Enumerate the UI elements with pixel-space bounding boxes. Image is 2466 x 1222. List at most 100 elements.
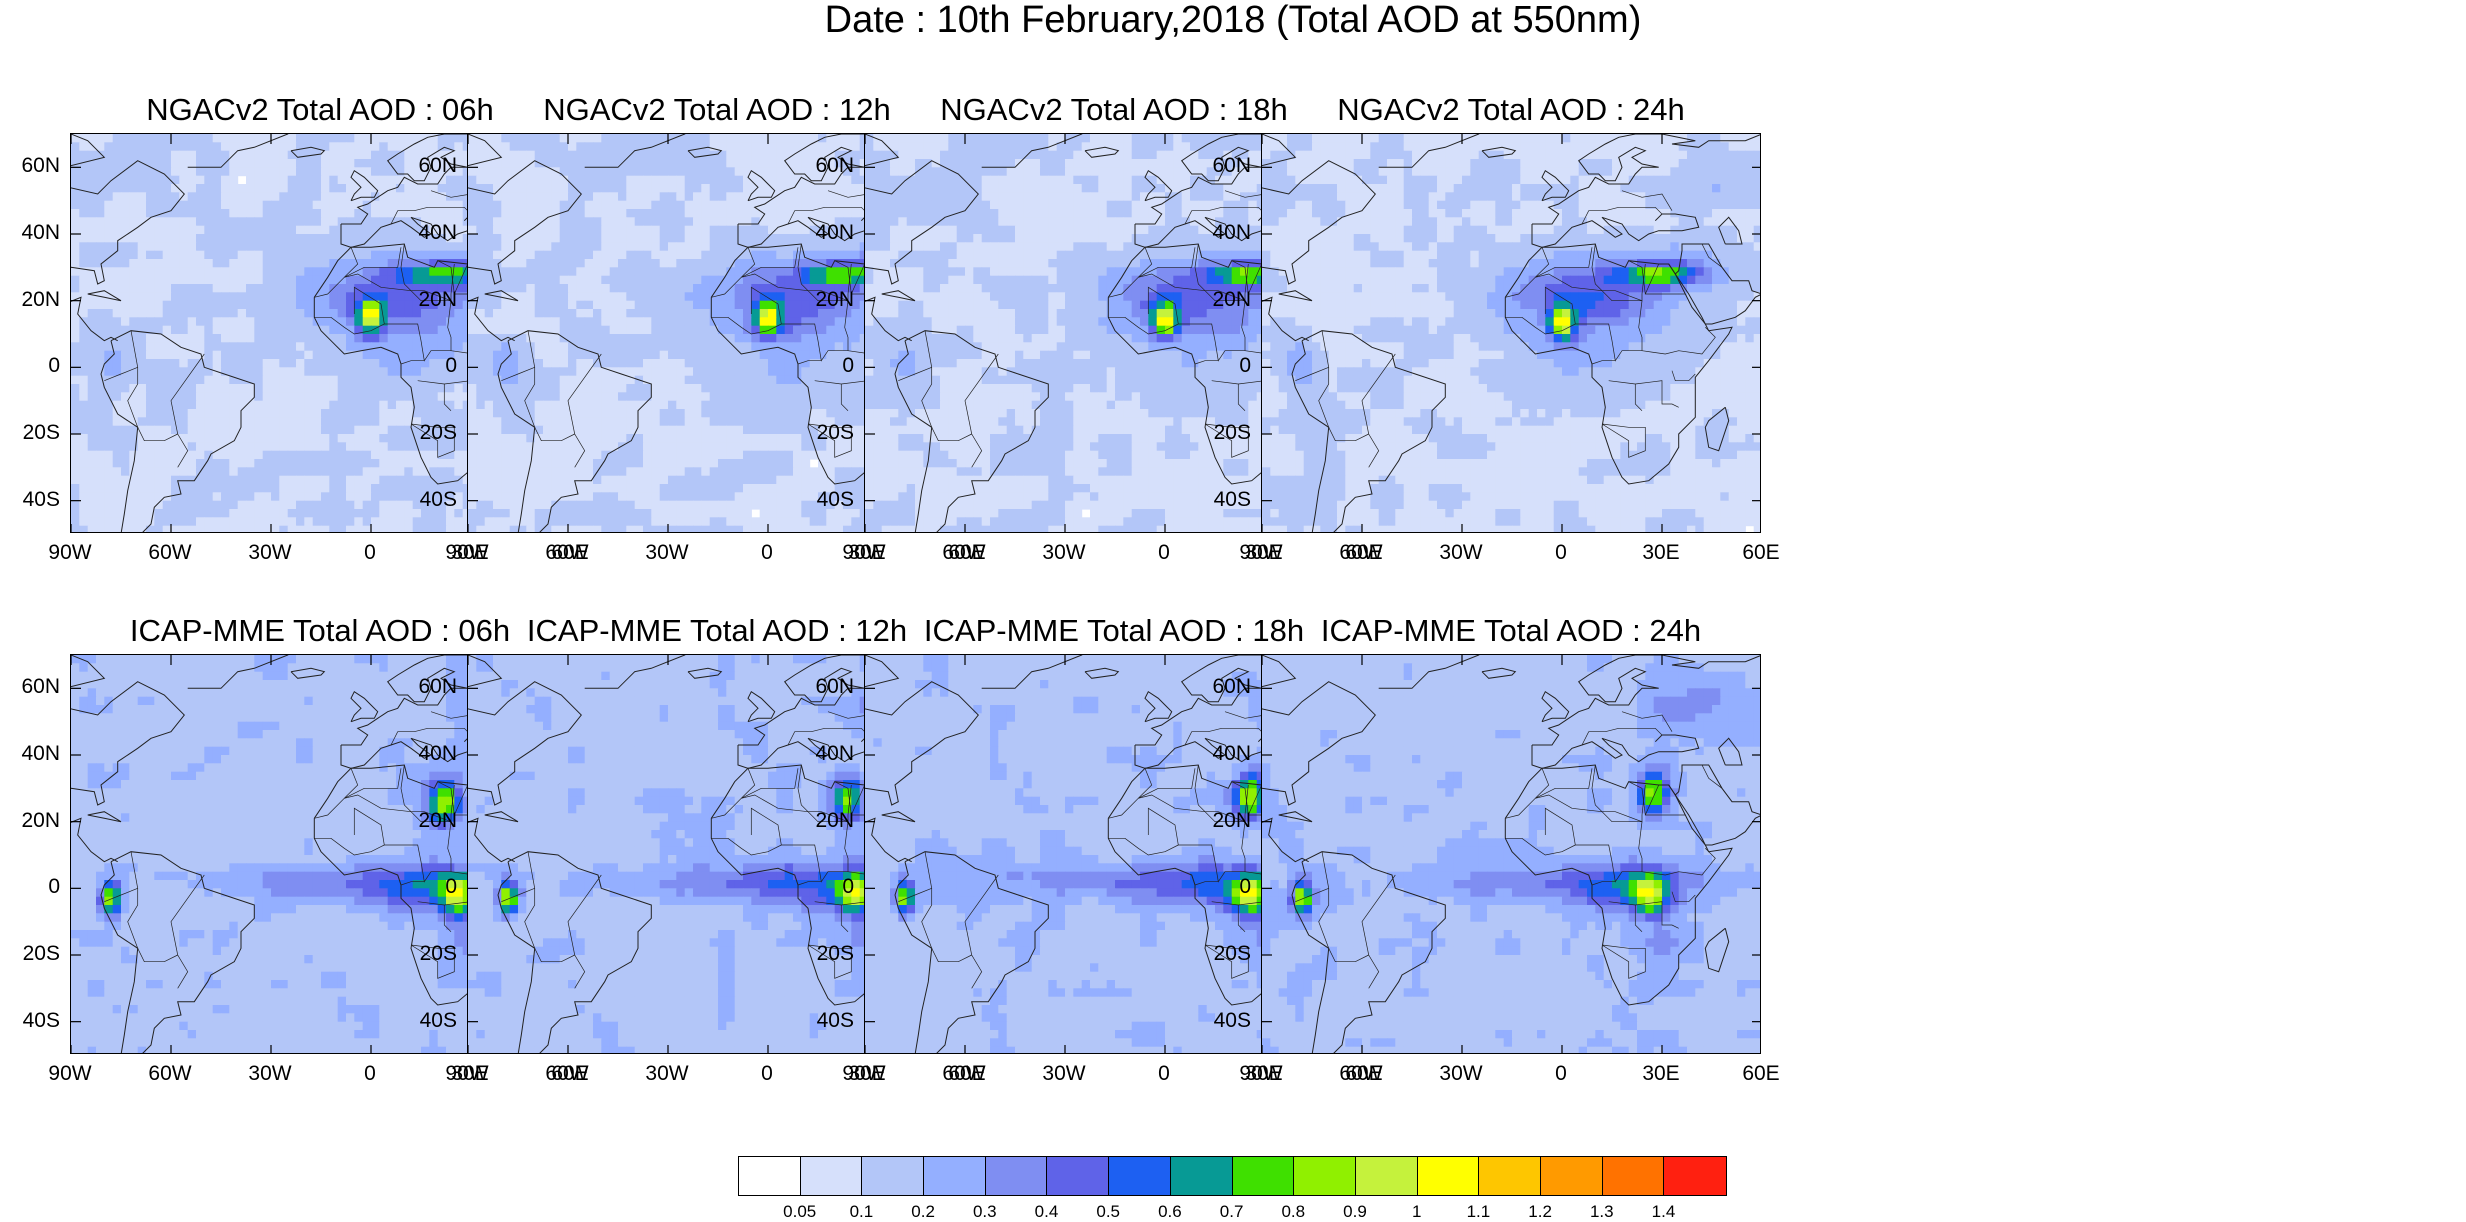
aod-cell [121, 459, 130, 468]
aod-cell [229, 334, 239, 343]
aod-cell [709, 234, 719, 243]
aod-cell [421, 459, 430, 468]
aod-cell [551, 350, 561, 360]
aod-cell [196, 134, 205, 143]
aod-cell [271, 250, 280, 260]
aod-cell [237, 459, 247, 468]
aod-cell [626, 175, 636, 185]
aod-cell [809, 225, 819, 235]
aod-cell [296, 492, 305, 502]
aod-cell [559, 359, 569, 368]
aod-cell [354, 142, 364, 152]
aod-cell [104, 217, 114, 227]
aod-cell [87, 250, 97, 260]
aod-cell [593, 350, 602, 360]
aod-cell [154, 267, 164, 277]
aod-cell [784, 225, 794, 235]
aod-cell [659, 175, 669, 185]
aod-cell [262, 234, 272, 243]
aod-cell [104, 492, 114, 502]
aod-cell [71, 192, 80, 202]
aod-cell [437, 484, 447, 493]
aod-cell [304, 334, 314, 343]
aod-cell [396, 475, 405, 485]
aod-cell [534, 242, 544, 252]
aod-cell [221, 500, 230, 510]
aod-cell [187, 242, 197, 252]
aod-cell [421, 442, 430, 452]
aod-cell [709, 342, 719, 352]
aod-cell [601, 250, 611, 260]
aod-cell [404, 525, 414, 532]
aod-cell [618, 384, 627, 393]
aod-cell [743, 159, 752, 168]
aod-cell [412, 392, 422, 402]
aod-cell [454, 459, 464, 468]
aod-cell [246, 259, 255, 268]
aod-cell [768, 234, 777, 243]
aod-cell [204, 292, 214, 302]
aod-cell [626, 159, 636, 168]
aod-cell [693, 309, 702, 318]
aod-cell [826, 242, 836, 252]
aod-cell [776, 184, 786, 193]
aod-cell [171, 184, 180, 193]
aod-cell [734, 275, 744, 285]
aod-cell [718, 317, 727, 327]
aod-cell [584, 150, 594, 160]
aod-cell [237, 484, 247, 493]
aod-cell [476, 375, 486, 385]
aod-cell [229, 134, 239, 143]
aod-cell [493, 409, 502, 418]
aod-cell [187, 284, 197, 293]
aod-cell [171, 517, 180, 527]
aod-cell [593, 267, 602, 277]
aod-cell [454, 317, 464, 327]
aod-cell [851, 350, 861, 360]
aod-cell [718, 192, 727, 202]
aod-cell [154, 209, 164, 218]
aod-cell [759, 250, 769, 260]
aod-cell [668, 200, 677, 210]
aod-cell [212, 409, 222, 418]
aod-cell [304, 350, 314, 360]
aod-cell [204, 150, 214, 160]
aod-cell [346, 525, 355, 532]
aod-cell [429, 192, 439, 202]
aod-cell [659, 209, 669, 218]
aod-cell [237, 300, 247, 310]
aod-cell [304, 300, 314, 310]
aod-cell [354, 167, 364, 177]
aod-cell [312, 200, 322, 210]
aod-cell [701, 275, 711, 285]
aod-cell [187, 175, 197, 185]
aod-cell [287, 217, 297, 227]
aod-cell [676, 142, 686, 152]
aod-cell [221, 292, 230, 302]
aod-cell [801, 367, 811, 377]
aod-cell [826, 284, 836, 293]
aod-cell [212, 509, 222, 518]
aod-cell [468, 134, 477, 143]
aod-cell [329, 425, 339, 435]
aod-cell [154, 300, 164, 310]
aod-cell [187, 200, 197, 210]
aod-cell [429, 359, 439, 368]
aod-cell [171, 400, 180, 410]
aod-cell [651, 284, 661, 293]
aod-cell [446, 467, 455, 477]
aod-cell [162, 425, 172, 435]
aod-cell [476, 142, 486, 152]
aod-cell [446, 425, 455, 435]
aod-cell [321, 159, 330, 168]
aod-cell [396, 434, 405, 443]
aod-cell [204, 434, 214, 443]
aod-cell [576, 209, 586, 218]
aod-cell [826, 217, 836, 227]
aod-cell [346, 300, 355, 310]
aod-cell [96, 359, 105, 368]
aod-cell [262, 384, 272, 393]
aod-cell [551, 334, 561, 343]
aod-cell [851, 400, 861, 410]
aod-cell [593, 184, 602, 193]
